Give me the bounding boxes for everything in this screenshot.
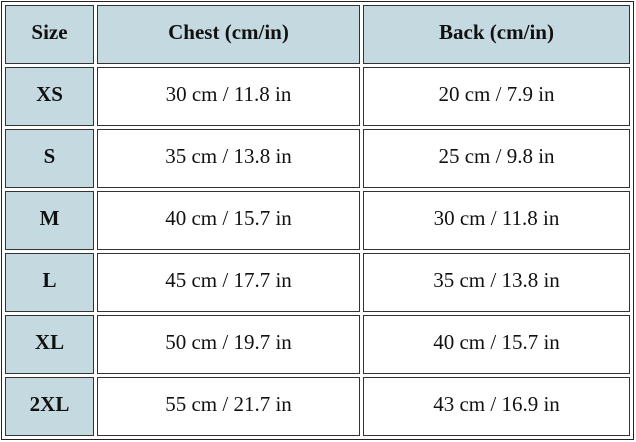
measure-cell: 55 cm / 21.7 in [97, 377, 360, 436]
size-cell: L [5, 253, 94, 312]
measure-cell: 25 cm / 9.8 in [363, 129, 630, 188]
table-row: M 40 cm / 15.7 in 30 cm / 11.8 in [5, 191, 630, 250]
table-row: S 35 cm / 13.8 in 25 cm / 9.8 in [5, 129, 630, 188]
table-row: L 45 cm / 17.7 in 35 cm / 13.8 in [5, 253, 630, 312]
measure-cell: 30 cm / 11.8 in [363, 191, 630, 250]
size-cell: XL [5, 315, 94, 374]
header-cell: Chest (cm/in) [97, 5, 360, 64]
table-body: XS 30 cm / 11.8 in 20 cm / 7.9 in S 35 cm / … [5, 67, 630, 436]
size-cell: 2XL [5, 377, 94, 436]
table-row: XL 50 cm / 19.7 in 40 cm / 15.7 in [5, 315, 630, 374]
size-cell: XS [5, 67, 94, 126]
measure-cell: 43 cm / 16.9 in [363, 377, 630, 436]
table-row: XS 30 cm / 11.8 in 20 cm / 7.9 in [5, 67, 630, 126]
header-row: Size Chest (cm/in) Back (cm/in) [5, 5, 630, 64]
header-cell: Size [5, 5, 94, 64]
measure-cell: 45 cm / 17.7 in [97, 253, 360, 312]
measure-cell: 30 cm / 11.8 in [97, 67, 360, 126]
size-cell: S [5, 129, 94, 188]
measure-cell: 35 cm / 13.8 in [363, 253, 630, 312]
measure-cell: 40 cm / 15.7 in [97, 191, 360, 250]
measure-cell: 50 cm / 19.7 in [97, 315, 360, 374]
measure-cell: 35 cm / 13.8 in [97, 129, 360, 188]
measure-cell: 40 cm / 15.7 in [363, 315, 630, 374]
size-cell: M [5, 191, 94, 250]
table-row: 2XL 55 cm / 21.7 in 43 cm / 16.9 in [5, 377, 630, 436]
header-cell: Back (cm/in) [363, 5, 630, 64]
measure-cell: 20 cm / 7.9 in [363, 67, 630, 126]
